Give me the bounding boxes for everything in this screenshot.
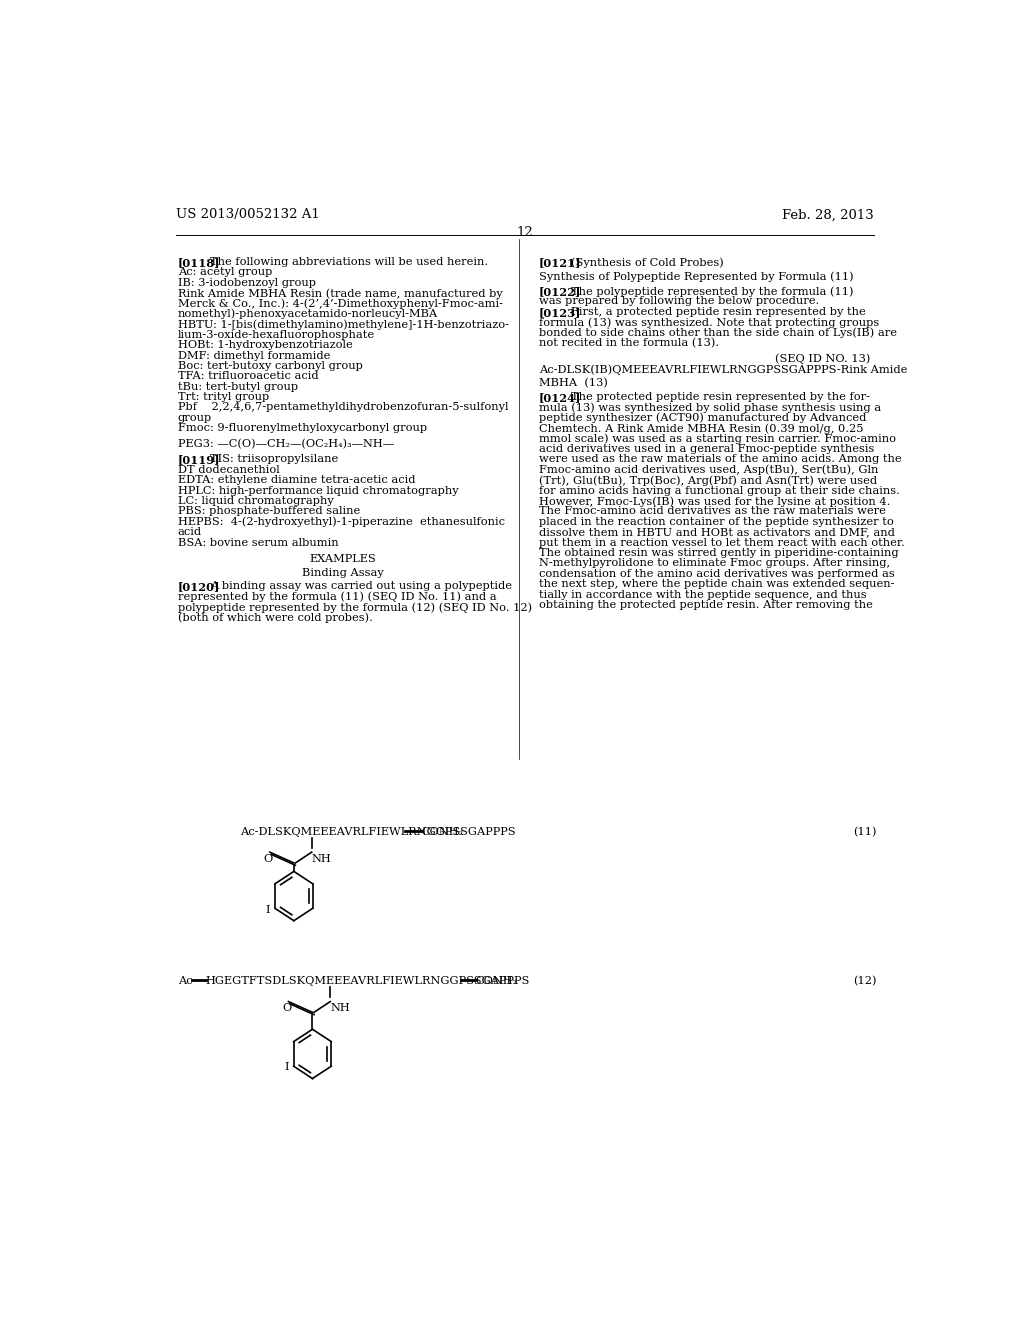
Text: LC: liquid chromatography: LC: liquid chromatography — [177, 496, 334, 506]
Text: was prepared by following the below procedure.: was prepared by following the below proc… — [539, 297, 819, 306]
Text: Ac-DLSKQMEEEAVRLFIEWLRNGGPSSGAPPPS: Ac-DLSKQMEEEAVRLFIEWLRNGGPSSGAPPPS — [241, 826, 516, 837]
Text: [0122]: [0122] — [539, 286, 582, 297]
Text: US 2013/0052132 A1: US 2013/0052132 A1 — [176, 209, 319, 222]
Text: The protected peptide resin represented by the for-: The protected peptide resin represented … — [571, 392, 870, 403]
Text: Binding Assay: Binding Assay — [302, 568, 384, 578]
Text: The polypeptide represented by the formula (11): The polypeptide represented by the formu… — [571, 286, 854, 297]
Text: MBHA  (13): MBHA (13) — [539, 378, 607, 388]
Text: (11): (11) — [853, 826, 877, 837]
Text: (both of which were cold probes).: (both of which were cold probes). — [177, 612, 373, 623]
Text: (Synthesis of Cold Probes): (Synthesis of Cold Probes) — [571, 257, 724, 268]
Text: dissolve them in HBTU and HOBt as activators and DMF, and: dissolve them in HBTU and HOBt as activa… — [539, 527, 895, 537]
Text: Chemtech. A Rink Amide MBHA Resin (0.39 mol/g, 0.25: Chemtech. A Rink Amide MBHA Resin (0.39 … — [539, 424, 863, 434]
Text: Fmoc-amino acid derivatives used, Asp(tBu), Ser(tBu), Gln: Fmoc-amino acid derivatives used, Asp(tB… — [539, 465, 879, 475]
Text: put them in a reaction vessel to let them react with each other.: put them in a reaction vessel to let the… — [539, 537, 904, 548]
Text: condensation of the amino acid derivatives was performed as: condensation of the amino acid derivativ… — [539, 569, 895, 578]
Text: O: O — [263, 854, 272, 863]
Text: Ac: Ac — [177, 977, 193, 986]
Text: HOBt: 1-hydroxybenzotriazole: HOBt: 1-hydroxybenzotriazole — [177, 341, 352, 350]
Text: HGEGTFTSDLSKQMEEEAVRLFIEWLRNGGPSSGAPPPS: HGEGTFTSDLSKQMEEEAVRLFIEWLRNGGPSSGAPPPS — [206, 977, 529, 986]
Text: CONH₂: CONH₂ — [421, 826, 463, 837]
Text: acid: acid — [177, 527, 202, 537]
Text: NH: NH — [331, 1003, 350, 1012]
Text: Merck & Co., Inc.): 4-(2’,4’-Dimethoxyphenyl-Fmoc-ami-: Merck & Co., Inc.): 4-(2’,4’-Dimethoxyph… — [177, 298, 503, 309]
Text: A binding assay was carried out using a polypeptide: A binding assay was carried out using a … — [210, 581, 512, 591]
Text: HEPBS:  4-(2-hydroxyethyl)-1-piperazine  ethanesulfonic: HEPBS: 4-(2-hydroxyethyl)-1-piperazine e… — [177, 517, 505, 528]
Text: N-methylpyrolidone to eliminate Fmoc groups. After rinsing,: N-methylpyrolidone to eliminate Fmoc gro… — [539, 558, 890, 569]
Text: Trt: trityl group: Trt: trityl group — [177, 392, 269, 403]
Text: Rink Amide MBHA Resin (trade name, manufactured by: Rink Amide MBHA Resin (trade name, manuf… — [177, 288, 503, 298]
Text: formula (13) was synthesized. Note that protecting groups: formula (13) was synthesized. Note that … — [539, 317, 879, 327]
Text: PEG3: —C(O)—CH₂—(OC₂H₄)₃—NH—: PEG3: —C(O)—CH₂—(OC₂H₄)₃—NH— — [177, 438, 393, 449]
Text: nomethyl)-phenoxyacetamido-norleucyl-MBA: nomethyl)-phenoxyacetamido-norleucyl-MBA — [177, 309, 438, 319]
Text: (Trt), Glu(tBu), Trp(Boc), Arg(Pbf) and Asn(Trt) were used: (Trt), Glu(tBu), Trp(Boc), Arg(Pbf) and … — [539, 475, 877, 486]
Text: peptide synthesizer (ACT90) manufactured by Advanced: peptide synthesizer (ACT90) manufactured… — [539, 413, 866, 424]
Text: The following abbreviations will be used herein.: The following abbreviations will be used… — [210, 257, 488, 267]
Text: O: O — [283, 1003, 292, 1012]
Text: [0119]: [0119] — [177, 454, 220, 466]
Text: acid derivatives used in a general Fmoc-peptide synthesis: acid derivatives used in a general Fmoc-… — [539, 444, 874, 454]
Text: placed in the reaction container of the peptide synthesizer to: placed in the reaction container of the … — [539, 517, 894, 527]
Text: 12: 12 — [516, 226, 534, 239]
Text: I: I — [266, 904, 270, 915]
Text: PBS: phosphate-buffered saline: PBS: phosphate-buffered saline — [177, 507, 359, 516]
Text: [0121]: [0121] — [539, 257, 582, 268]
Text: polypeptide represented by the formula (12) (SEQ ID No. 12): polypeptide represented by the formula (… — [177, 602, 531, 612]
Text: (12): (12) — [853, 977, 877, 986]
Text: the next step, where the peptide chain was extended sequen-: the next step, where the peptide chain w… — [539, 579, 894, 589]
Text: HPLC: high-performance liquid chromatography: HPLC: high-performance liquid chromatogr… — [177, 486, 458, 495]
Text: However, Fmoc-Lys(IB) was used for the lysine at position 4.: However, Fmoc-Lys(IB) was used for the l… — [539, 496, 890, 507]
Text: were used as the raw materials of the amino acids. Among the: were used as the raw materials of the am… — [539, 454, 901, 465]
Text: bonded to side chains other than the side chain of Lys(IB) are: bonded to side chains other than the sid… — [539, 327, 897, 338]
Text: NH: NH — [311, 854, 332, 863]
Text: [0124]: [0124] — [539, 392, 582, 403]
Text: lium-3-oxide-hexafluorophosphate: lium-3-oxide-hexafluorophosphate — [177, 330, 375, 339]
Text: The Fmoc-amino acid derivatives as the raw materials were: The Fmoc-amino acid derivatives as the r… — [539, 507, 886, 516]
Text: First, a protected peptide resin represented by the: First, a protected peptide resin represe… — [571, 306, 866, 317]
Text: represented by the formula (11) (SEQ ID No. 11) and a: represented by the formula (11) (SEQ ID … — [177, 591, 497, 602]
Text: mula (13) was synthesized by solid phase synthesis using a: mula (13) was synthesized by solid phase… — [539, 403, 881, 413]
Text: TIS: triisopropylsilane: TIS: triisopropylsilane — [210, 454, 338, 465]
Text: Feb. 28, 2013: Feb. 28, 2013 — [781, 209, 873, 222]
Text: not recited in the formula (13).: not recited in the formula (13). — [539, 338, 719, 348]
Text: DT dodecanethiol: DT dodecanethiol — [177, 465, 280, 475]
Text: HBTU: 1-[bis(dimethylamino)methylene]-1H-benzotriazo-: HBTU: 1-[bis(dimethylamino)methylene]-1H… — [177, 319, 509, 330]
Text: mmol scale) was used as a starting resin carrier. Fmoc-amino: mmol scale) was used as a starting resin… — [539, 434, 896, 445]
Text: obtaining the protected peptide resin. After removing the: obtaining the protected peptide resin. A… — [539, 601, 872, 610]
Text: Ac: acetyl group: Ac: acetyl group — [177, 268, 272, 277]
Text: I: I — [285, 1063, 289, 1072]
Text: EDTA: ethylene diamine tetra-acetic acid: EDTA: ethylene diamine tetra-acetic acid — [177, 475, 415, 486]
Text: BSA: bovine serum albumin: BSA: bovine serum albumin — [177, 537, 338, 548]
Text: TFA: trifluoroacetic acid: TFA: trifluoroacetic acid — [177, 371, 318, 381]
Text: tially in accordance with the peptide sequence, and thus: tially in accordance with the peptide se… — [539, 590, 866, 599]
Text: DMF: dimethyl formamide: DMF: dimethyl formamide — [177, 351, 330, 360]
Text: Ac-DLSK(IB)QMEEEAVRLFIEWLRNGGPSSGAPPPS-Rink Amide: Ac-DLSK(IB)QMEEEAVRLFIEWLRNGGPSSGAPPPS-R… — [539, 364, 907, 375]
Text: The obtained resin was stirred gently in piperidine-containing: The obtained resin was stirred gently in… — [539, 548, 898, 558]
Text: Pbf    2,2,4,6,7-pentamethyldihydrobenzofuran-5-sulfonyl: Pbf 2,2,4,6,7-pentamethyldihydrobenzofur… — [177, 403, 508, 412]
Text: [0120]: [0120] — [177, 581, 220, 593]
Text: (SEQ ID NO. 13): (SEQ ID NO. 13) — [775, 354, 870, 364]
Text: Boc: tert-butoxy carbonyl group: Boc: tert-butoxy carbonyl group — [177, 360, 362, 371]
Text: [0118]: [0118] — [177, 257, 220, 268]
Text: group: group — [177, 413, 212, 422]
Text: Fmoc: 9-fluorenylmethyloxycarbonyl group: Fmoc: 9-fluorenylmethyloxycarbonyl group — [177, 424, 427, 433]
Text: CONH₂: CONH₂ — [475, 977, 517, 986]
Text: [0123]: [0123] — [539, 306, 582, 318]
Text: for amino acids having a functional group at their side chains.: for amino acids having a functional grou… — [539, 486, 900, 495]
Text: Synthesis of Polypeptide Represented by Formula (11): Synthesis of Polypeptide Represented by … — [539, 272, 853, 282]
Text: IB: 3-iodobenzoyl group: IB: 3-iodobenzoyl group — [177, 277, 315, 288]
Text: EXAMPLES: EXAMPLES — [309, 554, 376, 564]
Text: tBu: tert-butyl group: tBu: tert-butyl group — [177, 381, 298, 392]
